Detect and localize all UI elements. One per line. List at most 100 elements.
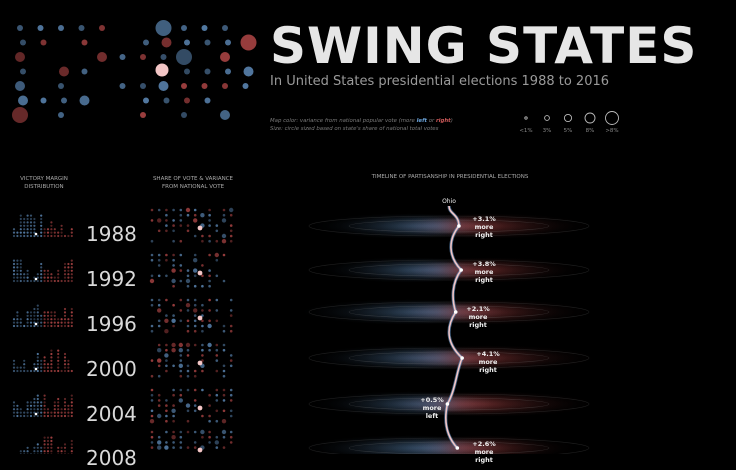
mini-state-dot [164, 318, 169, 323]
margin-dot [33, 276, 36, 279]
margin-dot [63, 443, 67, 446]
margin-dot [26, 404, 29, 407]
margin-dot [33, 324, 36, 328]
margin-dot [40, 234, 43, 238]
mini-state-dot [215, 224, 219, 227]
margin-dot [50, 359, 53, 362]
state-circle [204, 39, 211, 46]
margin-dot [36, 404, 39, 407]
margin-dot [57, 269, 60, 272]
mini-state-dot [200, 213, 205, 218]
mini-state-dot [229, 207, 234, 213]
margin-dot [63, 311, 67, 314]
timeline-direction: more right [468, 313, 488, 329]
mini-state-dot [221, 218, 227, 223]
state-circle [220, 110, 230, 120]
mini-state-dot [186, 269, 190, 272]
margin-dot [67, 414, 70, 418]
timeline-value-label: +0.5% more left [416, 396, 448, 420]
timeline-value: +2.6% [472, 440, 496, 448]
margin-dot [53, 408, 56, 411]
mini-state-dot [164, 353, 169, 358]
margin-dot [46, 228, 50, 231]
margin-dot [43, 234, 46, 238]
share-of-vote-heading-line1: SHARE OF VOTE & VARIANCE [152, 176, 234, 182]
margin-dot [60, 369, 63, 373]
margin-dot [50, 276, 53, 279]
mini-state-dot [185, 207, 191, 213]
margin-dot [70, 443, 73, 446]
margin-dot [50, 414, 53, 418]
legend-right-keyword: right [435, 118, 451, 124]
mini-state-dot [179, 253, 183, 257]
margin-dot [46, 408, 50, 411]
mini-state-dot [201, 329, 204, 333]
margin-dot [19, 269, 22, 272]
margin-dot [50, 366, 53, 369]
margin-dot [63, 276, 67, 279]
band-outline [348, 219, 550, 233]
margin-dot [36, 450, 39, 453]
right-partisan-band [438, 261, 476, 279]
mini-state-dot [229, 354, 233, 357]
year-label-1996: 1996 [86, 312, 137, 336]
margin-dot [50, 224, 53, 227]
mini-state-dot [208, 253, 211, 257]
margin-dot [19, 228, 22, 231]
margin-dot [16, 231, 19, 234]
margin-dot [57, 356, 60, 359]
margin-dot [33, 321, 36, 324]
margin-dot [40, 231, 43, 234]
timeline-value: +0.5% [420, 396, 444, 404]
mini-state-dot [165, 219, 168, 222]
state-circle [17, 25, 23, 31]
margin-dot [12, 369, 16, 373]
mini-state-dot [201, 414, 204, 418]
mini-state-dot [201, 359, 204, 362]
mini-state-dot [208, 284, 211, 288]
state-circle [155, 20, 172, 36]
mini-state-dot [150, 258, 154, 262]
mini-state-dot [215, 239, 219, 243]
margin-dot [36, 318, 39, 321]
mini-state-dot [172, 324, 175, 328]
margin-dot [43, 228, 46, 231]
margin-dot [33, 231, 36, 234]
mini-state-dot [165, 224, 168, 227]
ohio-mini-dot [197, 405, 203, 411]
margin-dot [63, 404, 67, 407]
margin-dot [57, 318, 60, 321]
margin-dot [43, 414, 46, 418]
margin-dot [43, 279, 46, 283]
ohio-state-circle [155, 63, 169, 77]
size-legend-label: <1% [519, 128, 533, 134]
mini-state-dot [157, 358, 162, 363]
mini-state-dot [208, 404, 211, 407]
mini-state-dot [214, 440, 219, 445]
margin-dot [63, 359, 67, 362]
mini-state-dot [229, 388, 233, 392]
mini-state-dot [193, 274, 197, 278]
mini-state-dot [208, 298, 211, 302]
margin-dot [67, 359, 70, 362]
margin-dot [63, 314, 67, 317]
year-label-1988: 1988 [86, 222, 137, 246]
mini-state-dot [222, 374, 226, 378]
margin-dot [70, 450, 73, 453]
mini-state-dot [193, 284, 197, 288]
margin-dot [53, 369, 56, 373]
margin-dot [53, 228, 56, 231]
margin-dot [12, 366, 16, 369]
margin-dot [40, 276, 43, 279]
margin-dot [26, 279, 29, 283]
margin-dot [50, 363, 53, 366]
margin-dot [36, 273, 39, 276]
timeline-direction: more right [474, 223, 494, 239]
ohio-data-point [457, 224, 461, 228]
mini-state-dot [150, 329, 154, 333]
margin-dot [23, 450, 26, 453]
state-circle [140, 83, 146, 89]
margin-dot [12, 414, 16, 418]
timeline-value: +3.8% [472, 260, 496, 268]
state-circle [160, 54, 167, 60]
